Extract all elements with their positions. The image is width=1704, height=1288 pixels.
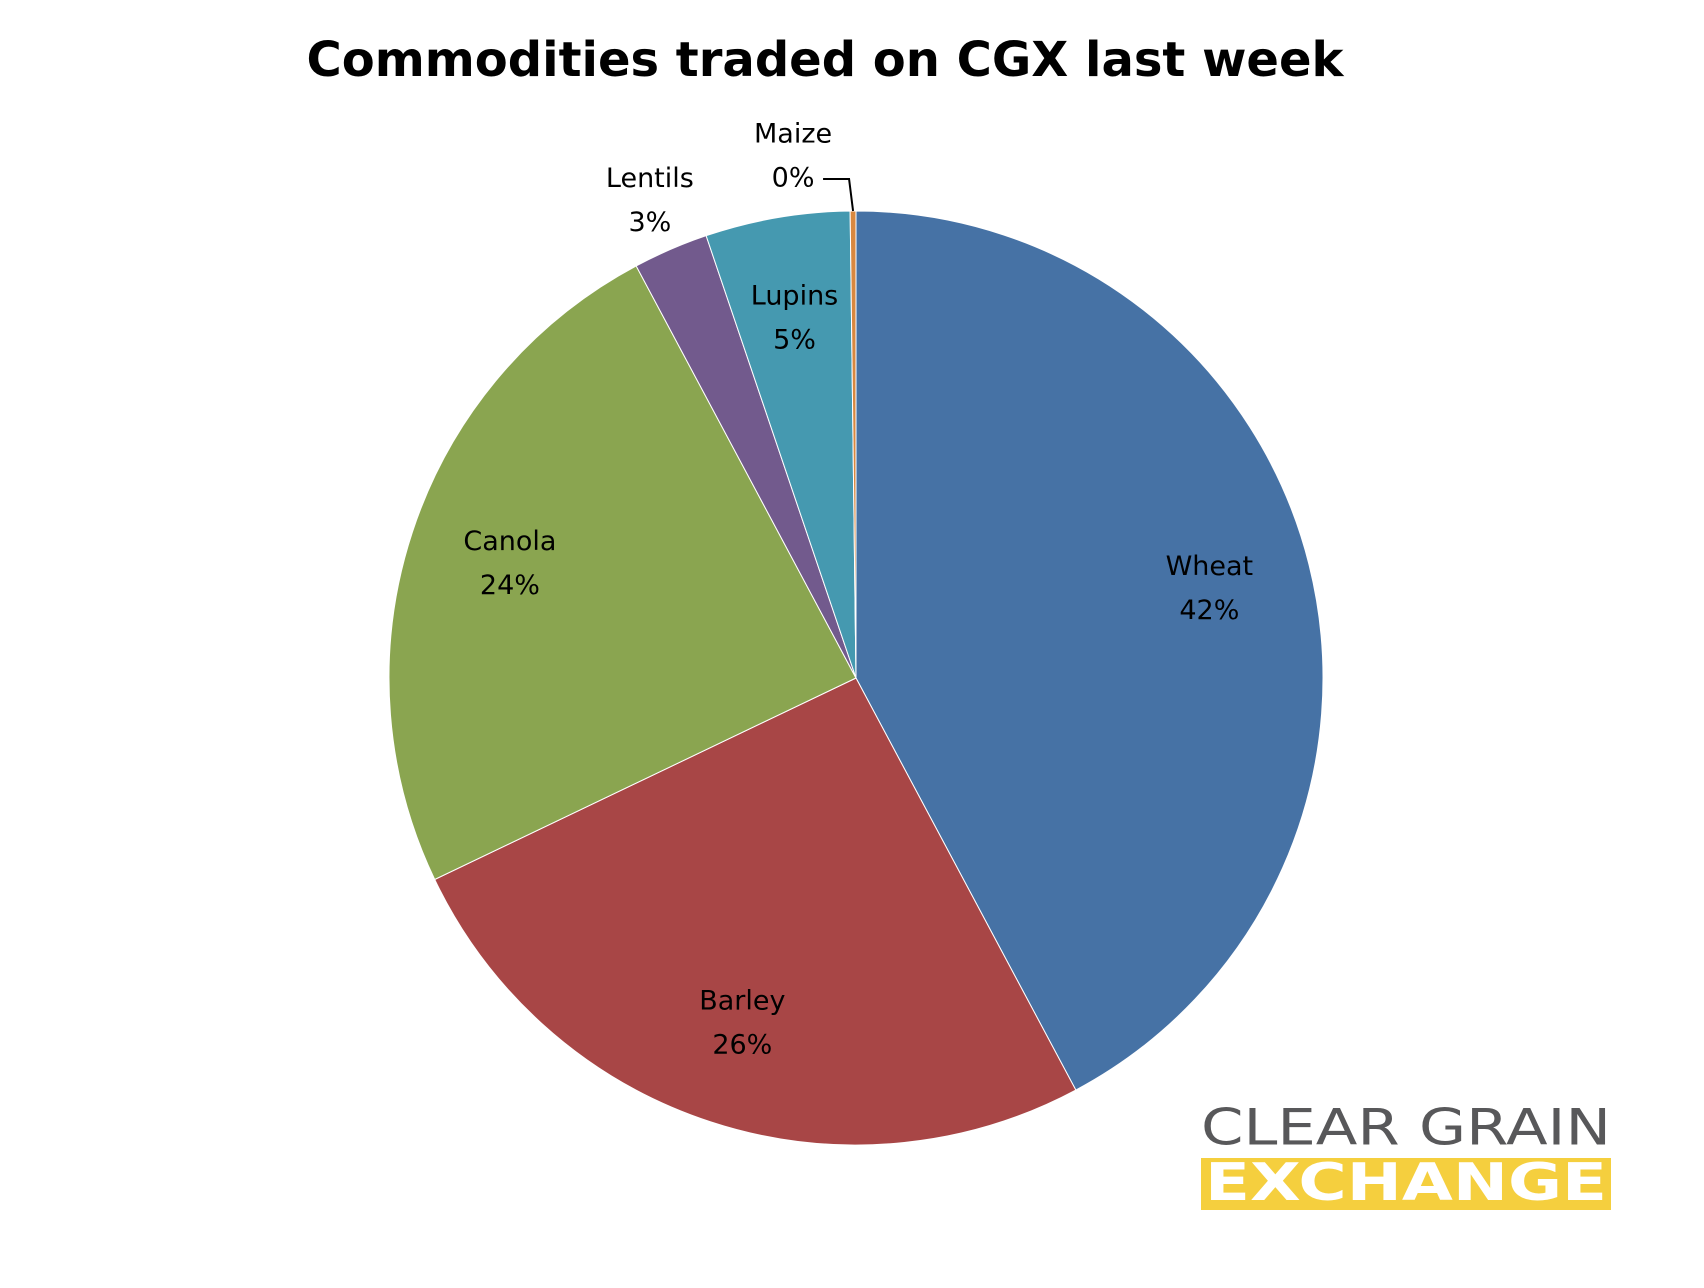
data-label: 26% [712, 1030, 772, 1061]
pie-slice [855, 210, 1324, 1091]
pie-slice [705, 210, 857, 679]
data-label: Maize [754, 119, 832, 150]
chart-title: Commodities traded on CGX last week [307, 32, 1345, 88]
data-label: Lupins [751, 280, 839, 311]
leader-line [823, 178, 855, 212]
data-label: 0% [772, 163, 815, 194]
data-label: 42% [1179, 595, 1239, 626]
data-label: Barley [699, 986, 785, 1017]
logo-text: CLEAR GRAIN [1201, 1099, 1611, 1157]
pie-slice [434, 677, 1077, 1146]
pie-slice [849, 210, 857, 679]
data-label: 3% [628, 207, 671, 238]
data-label: Wheat [1166, 551, 1254, 582]
logo-bar [1201, 1158, 1611, 1210]
data-label: 24% [480, 570, 540, 601]
data-label: Lentils [606, 163, 694, 194]
logo-text: EXCHANGE [1205, 1153, 1607, 1213]
pie-slice [388, 265, 857, 881]
data-label: 5% [773, 324, 816, 355]
data-label: Canola [463, 526, 556, 557]
